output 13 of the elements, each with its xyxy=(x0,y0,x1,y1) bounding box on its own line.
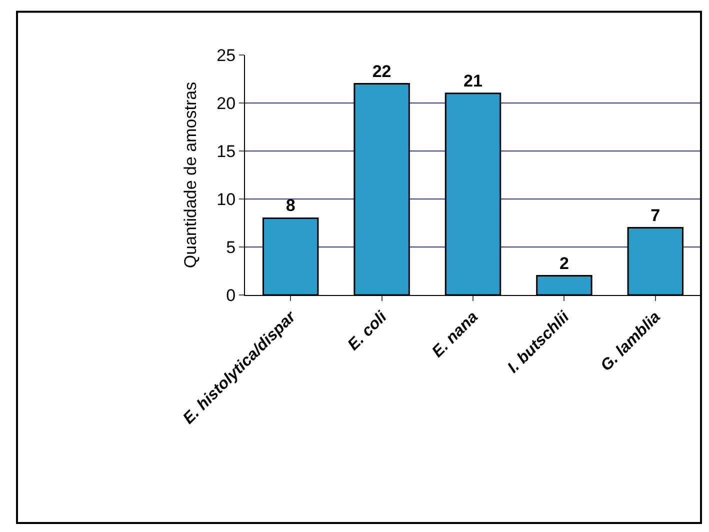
data-label: 22 xyxy=(372,62,392,81)
y-tick-label: 0 xyxy=(226,286,236,305)
data-label: 8 xyxy=(286,196,296,216)
x-tick-label: E. coli xyxy=(344,308,391,354)
y-tick-label: 15 xyxy=(216,142,236,161)
y-tick-label: 10 xyxy=(216,190,236,209)
y-tick-label: 20 xyxy=(216,94,236,113)
y-tick-label: 25 xyxy=(216,46,236,65)
y-tick-label: 5 xyxy=(226,238,236,257)
data-label: 21 xyxy=(464,71,482,90)
y-axis-title: Quantidade de amostras xyxy=(181,82,200,268)
data-label: 2 xyxy=(559,254,569,273)
data-label: 7 xyxy=(650,206,660,225)
